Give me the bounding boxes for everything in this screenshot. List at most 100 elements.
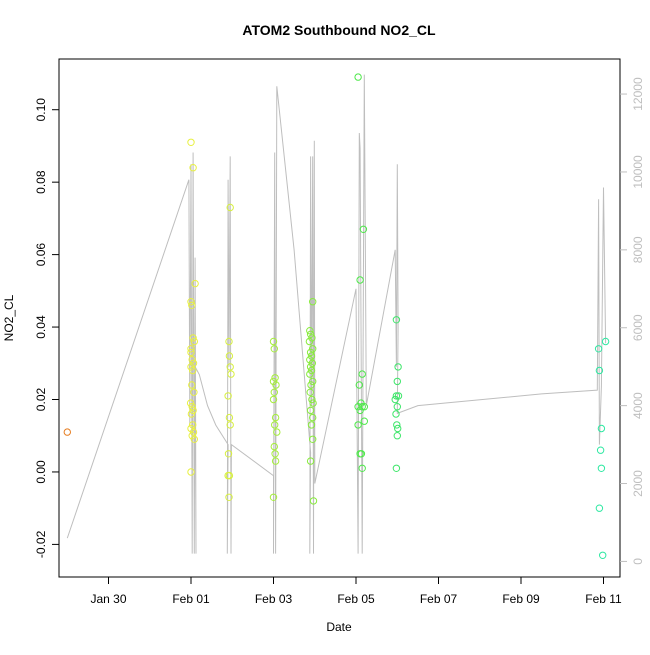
data-point bbox=[271, 413, 280, 422]
data-point bbox=[272, 381, 280, 389]
x-tick-label: Jan 30 bbox=[90, 592, 126, 606]
data-point bbox=[189, 406, 197, 415]
data-point bbox=[356, 276, 364, 284]
x-axis-label: Date bbox=[326, 620, 352, 634]
data-point bbox=[393, 403, 401, 411]
data-point bbox=[270, 442, 278, 451]
data-point bbox=[187, 298, 195, 306]
data-point bbox=[306, 330, 315, 338]
data-point bbox=[226, 421, 234, 429]
data-point bbox=[189, 366, 197, 375]
data-point bbox=[394, 424, 402, 433]
data-point bbox=[187, 348, 195, 357]
data-point bbox=[270, 345, 278, 353]
x-tick-label: Feb 09 bbox=[502, 592, 540, 606]
data-point bbox=[392, 316, 401, 324]
data-point bbox=[306, 363, 315, 371]
y2-tick-label: 2000 bbox=[631, 470, 645, 497]
data-point bbox=[270, 388, 278, 396]
data-point bbox=[595, 504, 604, 512]
data-point bbox=[354, 73, 362, 81]
data-point bbox=[309, 298, 317, 306]
data-point bbox=[307, 366, 316, 375]
data-point bbox=[309, 435, 317, 443]
y2-tick-label: 0 bbox=[631, 558, 645, 565]
data-point bbox=[309, 497, 318, 505]
data-point bbox=[187, 363, 195, 371]
y2-tick-label: 4000 bbox=[631, 392, 645, 419]
data-point bbox=[306, 370, 314, 378]
y-tick-label: 0.06 bbox=[34, 243, 48, 267]
data-point bbox=[188, 356, 196, 364]
y2-tick-label: 10000 bbox=[631, 155, 645, 189]
data-point bbox=[187, 138, 195, 147]
data-point bbox=[224, 450, 233, 458]
data-point bbox=[597, 464, 606, 472]
data-point bbox=[309, 413, 317, 422]
x-tick-label: Feb 07 bbox=[420, 592, 458, 606]
data-point bbox=[187, 345, 195, 353]
data-point bbox=[271, 450, 279, 458]
data-point bbox=[271, 421, 279, 429]
data-point bbox=[226, 203, 234, 212]
data-point bbox=[393, 432, 401, 440]
data-point bbox=[187, 468, 195, 476]
data-point bbox=[226, 363, 234, 371]
data-point bbox=[358, 464, 366, 472]
data-point bbox=[188, 403, 196, 411]
data-point bbox=[355, 381, 363, 389]
data-point bbox=[356, 406, 364, 415]
x-tick-label: Feb 01 bbox=[172, 592, 210, 606]
data-point bbox=[391, 395, 399, 404]
data-point bbox=[190, 388, 198, 396]
data-point bbox=[305, 337, 314, 346]
axes-layer: Jan 30 Feb 01 Feb 03 Feb 05 Feb 07 Feb 09 Feb … bbox=[34, 58, 645, 606]
data-point bbox=[187, 410, 196, 418]
data-point bbox=[188, 432, 196, 440]
y2-tick-label: 8000 bbox=[631, 236, 645, 263]
data-point bbox=[306, 388, 314, 396]
data-point bbox=[225, 337, 233, 346]
data-point bbox=[190, 337, 199, 346]
data-point bbox=[271, 374, 279, 382]
y-axis-label: NO2_CL bbox=[2, 294, 16, 341]
points-layer bbox=[63, 73, 610, 559]
y-tick-label: -0.02 bbox=[34, 530, 48, 558]
x-tick-label: Feb 11 bbox=[585, 592, 622, 606]
secondary-line-layer bbox=[66, 74, 607, 554]
data-point bbox=[307, 421, 316, 429]
y-tick-label: 0.04 bbox=[34, 315, 48, 339]
data-point bbox=[190, 435, 199, 443]
y-tick-label: 0.10 bbox=[34, 98, 48, 122]
data-point bbox=[360, 417, 368, 425]
data-point bbox=[392, 464, 401, 472]
data-point bbox=[225, 413, 234, 422]
x-tick-label: Feb 03 bbox=[255, 592, 293, 606]
data-point bbox=[393, 377, 401, 386]
data-point bbox=[63, 428, 72, 436]
y-tick-label: 0.02 bbox=[34, 388, 48, 412]
y-tick-label: 0.08 bbox=[34, 170, 48, 194]
y-tick-label: 0.00 bbox=[34, 460, 48, 484]
data-point bbox=[357, 450, 366, 458]
data-point bbox=[309, 399, 317, 407]
data-point bbox=[595, 366, 604, 375]
data-point bbox=[189, 334, 197, 342]
data-point bbox=[392, 410, 400, 418]
data-point bbox=[271, 457, 280, 465]
y2-tick-label: 12000 bbox=[631, 77, 645, 111]
x-tick-label: Feb 05 bbox=[337, 592, 375, 606]
y2-tick-label: 6000 bbox=[631, 314, 645, 341]
data-point bbox=[186, 399, 195, 407]
data-point bbox=[308, 359, 316, 367]
data-point bbox=[309, 377, 317, 386]
data-point bbox=[599, 551, 607, 559]
data-point bbox=[227, 370, 235, 378]
data-point bbox=[269, 395, 278, 404]
data-point bbox=[358, 370, 366, 378]
data-point bbox=[308, 395, 316, 404]
data-point bbox=[273, 428, 281, 436]
data-point bbox=[393, 421, 401, 429]
